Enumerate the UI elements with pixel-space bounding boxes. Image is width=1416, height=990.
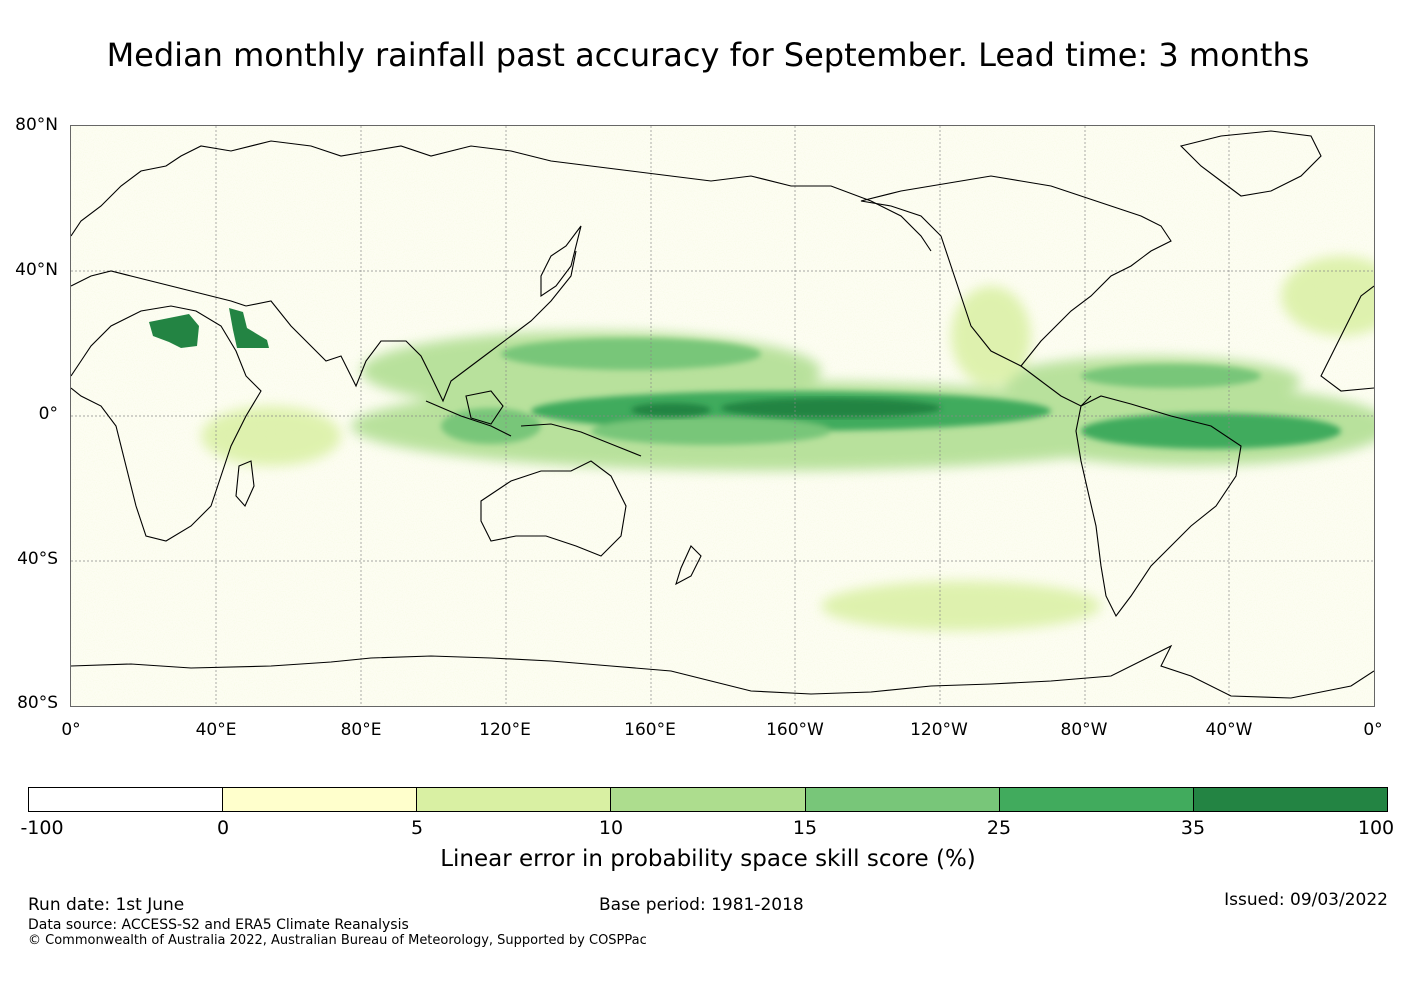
lat-label-40s: 40°S [17,549,58,569]
lon-label-80w: 80°W [1060,720,1108,740]
colorbar-tick: 0 [216,817,230,839]
lon-label-0: 0° [61,720,81,740]
colorbar [28,787,1388,812]
lon-label-160w: 160°W [766,720,824,740]
colorbar-segment [611,788,806,811]
lat-label-80n: 80°N [15,115,58,135]
colorbar-tick: 25 [986,817,1012,839]
lon-label-120w: 120°W [910,720,968,740]
lon-label-0-east: 0° [1363,720,1383,740]
colorbar-segment [999,788,1194,811]
run-date: Run date: 1st June [28,895,185,915]
lat-label-40n: 40°N [15,260,58,280]
base-period: Base period: 1981-2018 [599,895,804,915]
colorbar-tick: 100 [1357,817,1395,839]
colorbar-segment [223,788,418,811]
lon-label-40w: 40°W [1205,720,1253,740]
map-canvas [71,126,1374,706]
skill-regions [149,256,1374,631]
colorbar-segment [417,788,612,811]
lon-label-40e: 40°E [195,720,237,740]
copyright: © Commonwealth of Australia 2022, Austra… [28,933,647,948]
colorbar-label: Linear error in probability space skill … [440,846,976,872]
map-title: Median monthly rainfall past accuracy fo… [106,36,1310,74]
colorbar-segment [805,788,1000,811]
issued-date: Issued: 09/03/2022 [1224,890,1388,910]
lon-label-120e: 120°E [479,720,531,740]
colorbar-tick: -100 [20,817,64,839]
lon-label-160e: 160°E [624,720,676,740]
skill-score-map [70,125,1375,707]
colorbar-segment [29,788,224,811]
coastlines [71,130,1374,699]
colorbar-tick: 35 [1180,817,1206,839]
graticule [71,126,1374,706]
lat-label-80s: 80°S [17,693,58,713]
colorbar-tick: 5 [410,817,424,839]
data-source: Data source: ACCESS-S2 and ERA5 Climate … [28,917,409,933]
lon-label-80e: 80°E [340,720,382,740]
lat-label-0: 0° [38,404,58,424]
colorbar-segment [1193,788,1387,811]
colorbar-tick: 10 [598,817,624,839]
colorbar-tick: 15 [792,817,818,839]
